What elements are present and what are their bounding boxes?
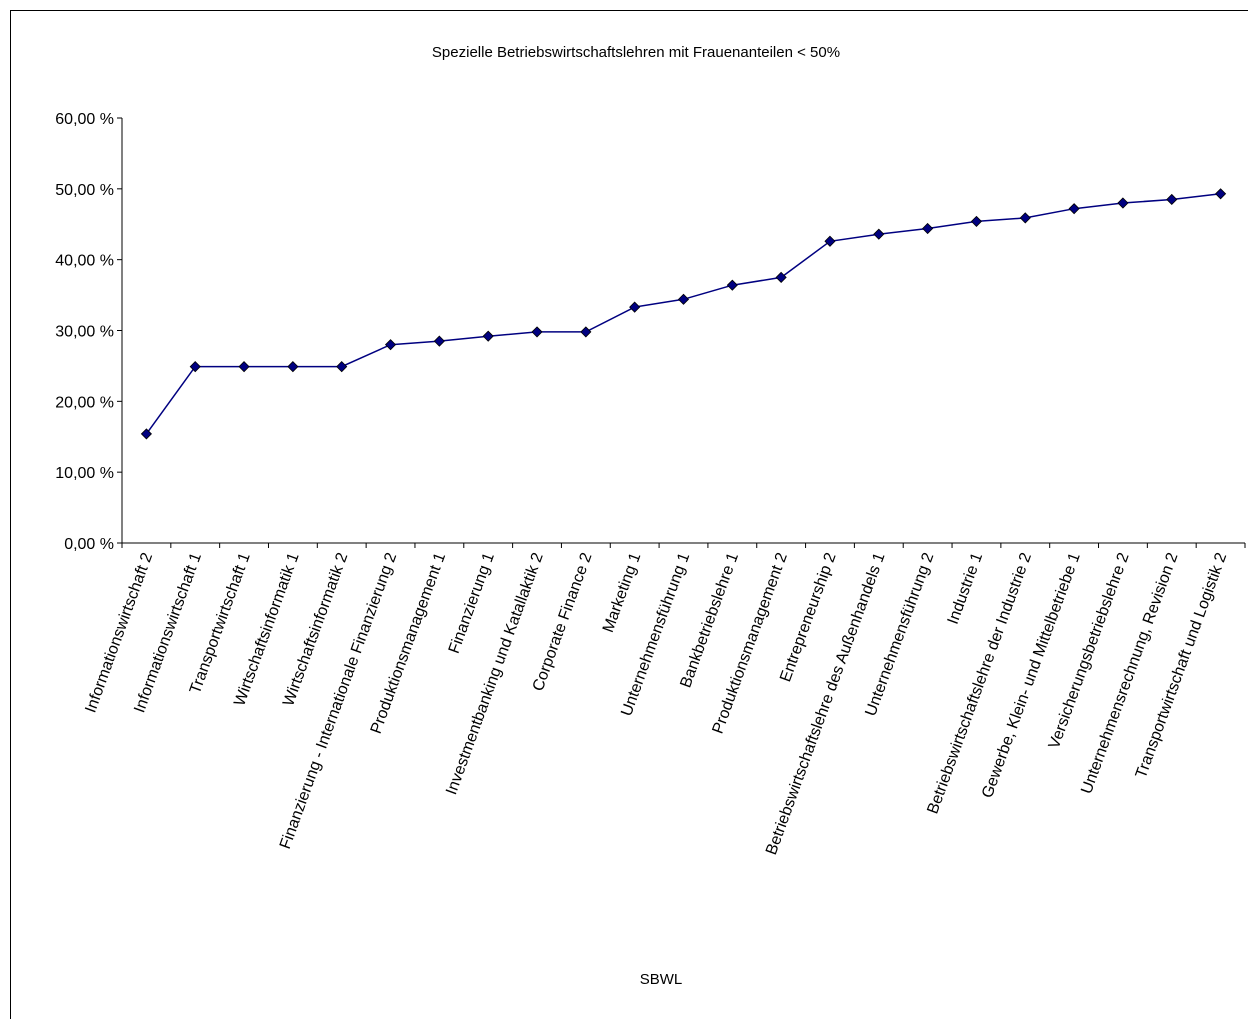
data-point-marker xyxy=(140,428,152,440)
data-point-marker xyxy=(1117,197,1129,209)
data-point-marker xyxy=(677,293,690,305)
data-point-marker xyxy=(1166,193,1178,206)
series-line xyxy=(145,193,1221,435)
data-point-marker xyxy=(922,222,934,235)
y-axis: 0,00 % 10,00 % 20,00 % 30,00 % 40,00 % 50,00 … xyxy=(55,111,123,553)
x-category-label: Industrie 1 xyxy=(945,550,987,626)
data-point-marker xyxy=(1215,188,1227,200)
data-point-marker xyxy=(384,339,397,351)
x-axis: Informationswirtschaft 2Informationswirt… xyxy=(82,542,1246,857)
data-point-marker xyxy=(873,228,885,240)
data-point-marker xyxy=(531,326,543,338)
y-tick-label: 10,00 % xyxy=(55,465,114,482)
data-point-marker xyxy=(824,235,836,247)
data-point-marker xyxy=(482,330,494,342)
data-point-marker xyxy=(775,271,787,283)
data-point-marker xyxy=(189,361,201,373)
y-tick-label: 20,00 % xyxy=(55,394,114,411)
y-tick-label: 30,00 % xyxy=(55,324,114,341)
y-tick-label: 50,00 % xyxy=(55,182,114,199)
data-point-marker xyxy=(580,326,592,338)
y-tick-label: 40,00 % xyxy=(55,253,114,270)
y-tick-label: 0,00 % xyxy=(64,536,114,553)
data-point-marker xyxy=(726,279,738,291)
data-point-marker xyxy=(970,215,983,227)
x-axis-title: SBWL xyxy=(640,971,683,988)
x-category-label: Marketing 1 xyxy=(600,550,645,634)
data-point-marker xyxy=(287,361,299,373)
chart-title: Spezielle Betriebswirtschaftslehren mit … xyxy=(432,44,840,61)
x-category-label: Transportwirtschaft und Logistik 2 xyxy=(1133,550,1231,780)
x-category-label: Unternehmensrechnung, Revision 2 xyxy=(1078,550,1181,796)
data-point-marker xyxy=(433,335,445,347)
chart-frame xyxy=(10,10,1248,1019)
data-point-marker xyxy=(1068,203,1080,215)
x-category-label: Gewerbe, Klein- und Mittelbetriebe 1 xyxy=(979,550,1084,800)
x-category-label: Betriebswirtschaftslehre der Industrie 2 xyxy=(924,550,1035,816)
x-category-label: Investmentbanking und Katallaktik 2 xyxy=(443,550,547,797)
data-point-marker xyxy=(336,361,348,373)
y-tick-label: 60,00 % xyxy=(55,111,114,128)
data-point-marker xyxy=(1019,212,1031,224)
x-category-label: Finanzierung 1 xyxy=(446,550,498,655)
plot-area xyxy=(140,188,1227,440)
data-point-marker xyxy=(629,301,641,313)
data-point-marker xyxy=(238,361,250,373)
